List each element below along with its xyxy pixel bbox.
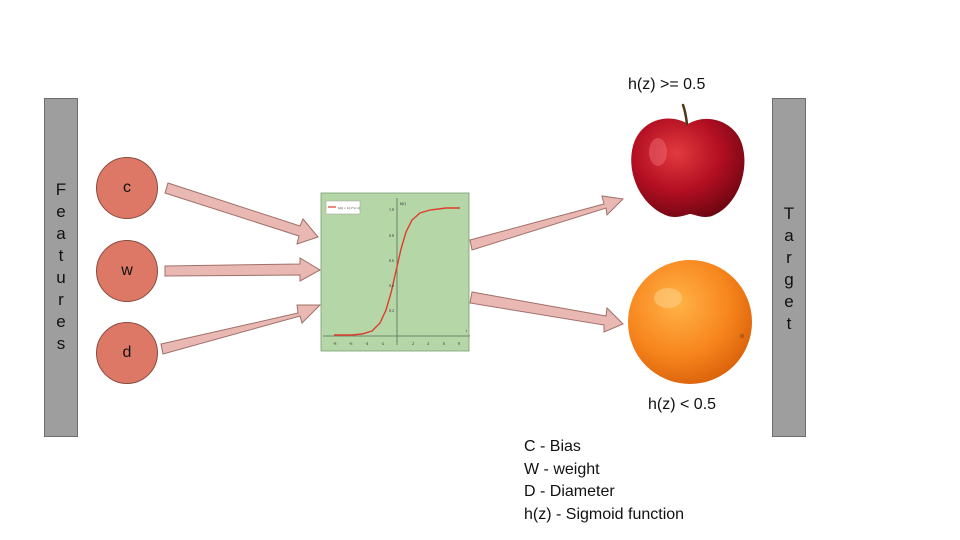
features-bar: F e a t u r e s — [44, 98, 78, 437]
node-c-label: c — [123, 179, 131, 196]
arrow-d-to-sigmoid — [160, 304, 322, 355]
apple-highlight — [649, 138, 667, 166]
sigmoid-plot-background — [320, 192, 470, 352]
sigmoid-x-axis-label: t — [466, 328, 468, 333]
orange-threshold-label: h(z) < 0.5 — [648, 396, 717, 413]
sigmoid-y-tick: 0.6 — [389, 258, 394, 263]
legend-item: W - weight — [524, 460, 600, 478]
sigmoid-legend-box — [325, 200, 361, 215]
node-d: d — [96, 322, 158, 384]
orange-image — [628, 260, 752, 384]
node-d-label: d — [122, 344, 132, 361]
sigmoid-x-tick: 8 — [458, 341, 460, 346]
node-w-label: w — [121, 262, 133, 279]
orange-body — [628, 260, 752, 384]
apple-stem — [681, 103, 689, 126]
sigmoid-legend-text: h(t) = 1/(1+e^-t) — [338, 206, 360, 210]
sigmoid-x-tick: 4 — [427, 341, 429, 346]
sigmoid-curve — [334, 207, 460, 336]
sigmoid-x-tick: -4 — [365, 341, 368, 346]
target-bar: T a r g e t — [772, 98, 806, 437]
variable-legend: C - Bias W - weight D - Diameter h(z) - … — [524, 436, 684, 526]
sigmoid-y-tick: 0.4 — [389, 283, 394, 288]
arrow-sigmoid-to-orange — [469, 291, 624, 333]
sigmoid-y-tick: 0.8 — [389, 233, 394, 238]
features-bar-label: F e a t u r e s — [55, 180, 67, 353]
sigmoid-y-axis-label: h(t) — [400, 201, 406, 206]
orange-highlight — [654, 288, 682, 308]
sigmoid-plot: h(t) = 1/(1+e^-t) h(t) t 1.0 0.8 0.6 0.4… — [320, 192, 470, 352]
sigmoid-x-tick: -2 — [381, 341, 384, 346]
sigmoid-x-tick: -6 — [349, 341, 352, 346]
orange-navel — [739, 333, 745, 339]
sigmoid-x-tick: 6 — [443, 341, 445, 346]
target-bar-label: T a r g e t — [783, 204, 795, 333]
node-c: c — [96, 157, 158, 219]
sigmoid-y-tick: 0.2 — [389, 308, 394, 313]
apple-image — [631, 103, 745, 217]
arrow-w-to-sigmoid — [164, 257, 322, 282]
node-w: w — [96, 240, 158, 302]
sigmoid-x-tick: 2 — [412, 341, 414, 346]
sigmoid-y-tick: 1.0 — [389, 207, 394, 212]
apple-body — [631, 118, 745, 217]
sigmoid-x-tick: -8 — [333, 341, 336, 346]
arrow-sigmoid-to-apple — [469, 195, 625, 251]
legend-item: h(z) - Sigmoid function — [524, 505, 685, 523]
apple-threshold-label: h(z) >= 0.5 — [628, 76, 706, 93]
arrows — [160, 182, 625, 355]
legend-item: C - Bias — [524, 438, 581, 455]
legend-item: D - Diameter — [524, 483, 615, 500]
arrow-c-to-sigmoid — [164, 182, 319, 245]
